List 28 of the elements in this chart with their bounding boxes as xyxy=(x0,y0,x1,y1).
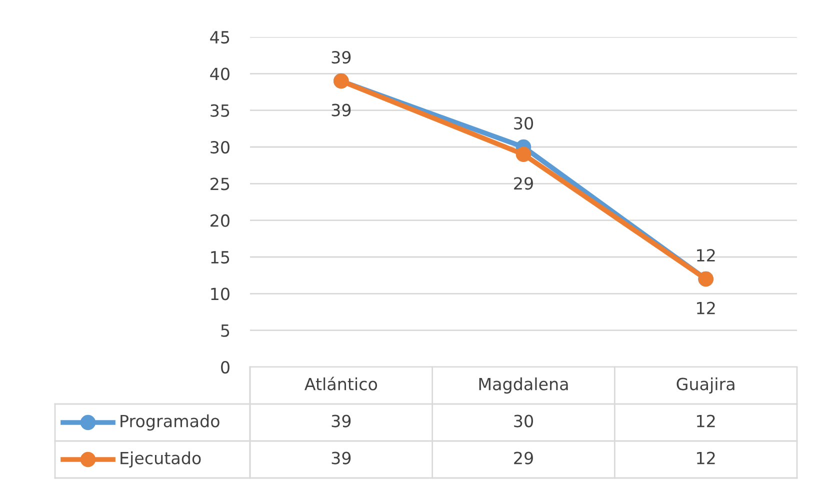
y-tick-label: 5 xyxy=(221,324,230,337)
annotation: 39 xyxy=(332,104,351,116)
y-tick-label: 30 xyxy=(210,140,230,154)
y-tick-label: 45 xyxy=(210,31,230,44)
x-tick-label: Atlántico xyxy=(304,376,378,390)
data-label: 12 xyxy=(697,452,715,464)
y-tick-label: 0 xyxy=(221,360,230,374)
x-tick-label: Magdalena xyxy=(479,377,568,394)
y-tick-label: 40 xyxy=(210,68,230,80)
data-label: 29 xyxy=(514,452,533,464)
annotation: 29 xyxy=(514,177,533,190)
data-label: 39 xyxy=(332,452,351,464)
point xyxy=(516,146,532,162)
data-label: 12 xyxy=(697,414,715,428)
x-tick-label: Guajira xyxy=(676,377,734,394)
annotation: 12 xyxy=(697,302,715,314)
annotation: 39 xyxy=(332,51,351,64)
y-tick-label: 25 xyxy=(210,178,230,190)
data-label: 39 xyxy=(332,414,351,428)
data-label: 30 xyxy=(514,414,533,428)
legend-label: Programado xyxy=(120,414,220,431)
annotation: 30 xyxy=(514,117,533,130)
y-tick-label: 35 xyxy=(210,104,230,117)
annotation: 12 xyxy=(697,249,715,262)
y-tick-label: 20 xyxy=(210,214,230,227)
y-tick-label: 15 xyxy=(211,251,230,264)
y-tick-label: 10 xyxy=(211,288,230,300)
legend-label: Ejecutado xyxy=(120,451,201,468)
